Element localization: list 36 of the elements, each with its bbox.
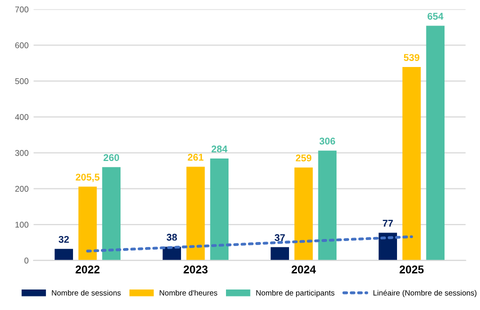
data-label: 261 bbox=[188, 154, 204, 161]
y-tick-label: 500 bbox=[15, 78, 28, 84]
bar bbox=[378, 232, 398, 260]
bar bbox=[426, 26, 445, 260]
data-label: 32 bbox=[58, 236, 69, 243]
bar bbox=[318, 150, 337, 260]
bar bbox=[102, 167, 121, 260]
data-label: 260 bbox=[104, 154, 120, 162]
data-label: 284 bbox=[212, 146, 228, 152]
line-series bbox=[86, 235, 413, 252]
data-label: 77 bbox=[382, 220, 393, 227]
x-tick-label: 2025 bbox=[400, 266, 424, 274]
bar bbox=[54, 248, 74, 260]
bar bbox=[186, 166, 205, 260]
bar bbox=[270, 247, 290, 260]
data-label: 306 bbox=[319, 138, 336, 145]
bar bbox=[78, 186, 97, 260]
y-tick-label: 400 bbox=[15, 114, 28, 120]
x-tick-label: 2022 bbox=[76, 266, 100, 274]
data-label: 654 bbox=[428, 12, 444, 20]
data-label: 259 bbox=[296, 154, 312, 162]
data-label: 37 bbox=[274, 234, 285, 242]
data-label: 38 bbox=[166, 234, 177, 241]
y-tick-label: 300 bbox=[15, 150, 28, 156]
bar bbox=[294, 167, 313, 260]
y-tick-label: 0 bbox=[24, 258, 28, 264]
bar bbox=[402, 67, 421, 260]
bar bbox=[210, 158, 229, 260]
x-tick-label: 2024 bbox=[292, 266, 316, 274]
y-tick-label: 200 bbox=[15, 186, 28, 192]
y-tick-label: 700 bbox=[15, 6, 28, 12]
x-tick-label: 2023 bbox=[184, 266, 208, 274]
y-tick-label: 600 bbox=[15, 42, 28, 48]
data-label: 539 bbox=[404, 54, 420, 61]
y-tick-label: 100 bbox=[15, 222, 28, 228]
data-label: 205,5 bbox=[76, 174, 100, 182]
